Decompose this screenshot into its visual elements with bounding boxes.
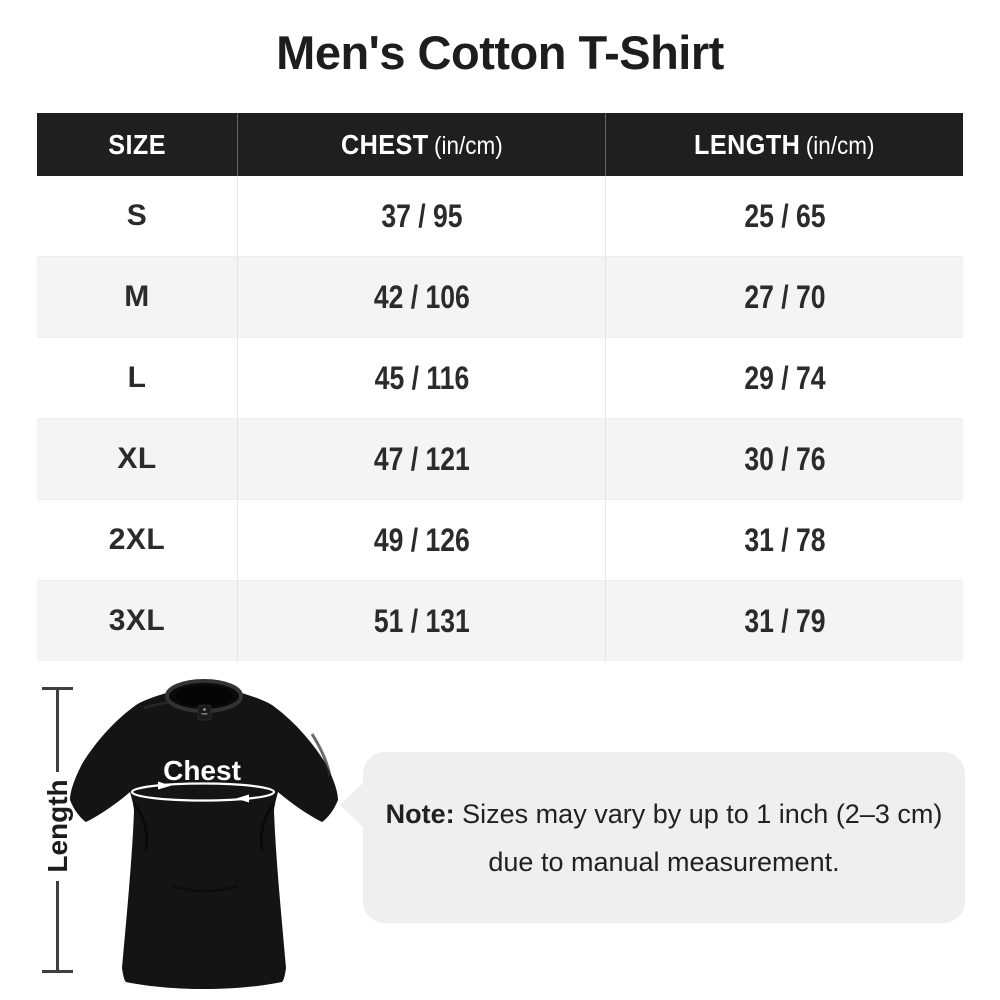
table-row-xl: XL 47 / 121 30 / 76 xyxy=(37,418,963,499)
note-line-2: due to manual measurement. xyxy=(488,846,840,877)
tshirt-crease-right xyxy=(259,803,276,851)
column-header-chest-unit: (in/cm) xyxy=(433,131,503,160)
chest-measure-arrow-right-icon xyxy=(158,781,171,790)
length-value: 29 / 74 xyxy=(743,359,826,396)
length-value: 27 / 70 xyxy=(743,278,826,315)
size-value: S xyxy=(126,199,148,232)
length-measure-line-upper xyxy=(56,688,59,772)
length-value: 31 / 79 xyxy=(743,602,826,639)
column-header-size-label: SIZE xyxy=(108,128,166,160)
note-text-1: Sizes may vary by up to 1 inch (2–3 cm) xyxy=(462,798,943,829)
tshirt-neck-label xyxy=(197,704,212,721)
note-bubble-tail xyxy=(340,782,364,828)
column-header-chest-label: CHEST xyxy=(340,128,429,160)
tshirt-crease-torso xyxy=(171,884,239,893)
note-label: Note: xyxy=(385,798,455,829)
table-row-2xl: 2XL 49 / 126 31 / 78 xyxy=(37,499,963,580)
note-bubble: Note: Sizes may vary by up to 1 inch (2–… xyxy=(363,752,965,923)
length-value: 25 / 65 xyxy=(743,197,826,234)
size-value: 2XL xyxy=(108,523,166,556)
column-header-length-label: LENGTH xyxy=(694,128,801,160)
tshirt-collar-inner xyxy=(175,686,233,706)
size-value: L xyxy=(127,361,147,394)
table-header-row: SIZE CHEST (in/cm) LENGTH (in/cm) xyxy=(37,113,963,176)
chest-value: 47 / 121 xyxy=(373,440,470,477)
chest-value: 45 / 116 xyxy=(374,359,469,396)
tshirt-neck-label-text xyxy=(201,713,208,715)
size-value: XL xyxy=(117,442,157,475)
chest-value: 49 / 126 xyxy=(373,521,470,558)
table-row-l: L 45 / 116 29 / 74 xyxy=(37,337,963,418)
table-row-s: S 37 / 95 25 / 65 xyxy=(37,176,963,256)
chest-measure-ellipse xyxy=(130,782,276,802)
size-table: SIZE CHEST (in/cm) LENGTH (in/cm) S 37 / 9… xyxy=(37,113,963,661)
chest-value: 51 / 131 xyxy=(373,602,470,639)
size-value: 3XL xyxy=(108,604,166,637)
chest-measure-arrow-left-icon xyxy=(236,794,249,803)
page-title: Men's Cotton T-Shirt xyxy=(276,26,724,79)
tshirt-body xyxy=(70,692,338,989)
length-measure-line-lower xyxy=(56,881,59,970)
column-header-chest: CHEST (in/cm) xyxy=(237,113,605,176)
tshirt-image: Chest xyxy=(70,679,338,989)
size-value: M xyxy=(124,280,150,313)
tshirt-neck-label-logo xyxy=(203,708,206,711)
column-header-size: SIZE xyxy=(37,113,237,176)
column-header-length: LENGTH (in/cm) xyxy=(605,113,963,176)
length-value: 30 / 76 xyxy=(743,440,826,477)
tshirt-crease-left xyxy=(132,803,149,851)
length-measure-bottom-cap xyxy=(42,970,73,973)
chest-measure-label: Chest xyxy=(163,755,241,786)
table-row-m: M 42 / 106 27 / 70 xyxy=(37,256,963,337)
tshirt-highlight-sleeve xyxy=(310,733,332,777)
chest-value: 37 / 95 xyxy=(380,197,463,234)
length-value: 31 / 78 xyxy=(743,521,826,558)
column-header-length-unit: (in/cm) xyxy=(805,131,875,160)
table-row-3xl: 3XL 51 / 131 31 / 79 xyxy=(37,580,963,661)
chest-value: 42 / 106 xyxy=(373,278,470,315)
note-line-1: Note: Sizes may vary by up to 1 inch (2–… xyxy=(386,797,943,831)
